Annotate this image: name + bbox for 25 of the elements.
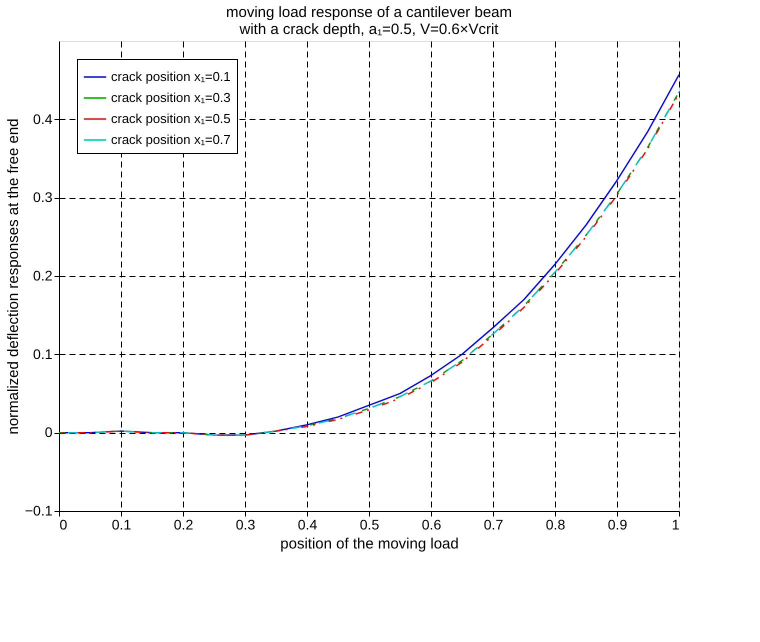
x-tick-label: 0.6 — [422, 516, 442, 532]
text: with a crack depth, a₁=0.5, V=0.6×Vcrit — [240, 21, 498, 38]
legend-label: crack position x₁=0.3 — [111, 90, 231, 105]
x-tick-label: 0.5 — [360, 516, 380, 532]
y-tick-label: 0.4 — [33, 110, 53, 127]
legend-label: crack position x₁=0.5 — [111, 111, 231, 126]
y-axis-title: normalized deflection responses at the free end — [4, 118, 22, 435]
x-tick-label: 0.2 — [174, 516, 194, 532]
y-tick-label: 0.1 — [33, 346, 53, 362]
legend-label: crack position x₁=0.1 — [111, 69, 231, 84]
legend-label: crack position x₁=0.7 — [111, 132, 231, 147]
x-tick-label: 0.3 — [236, 516, 256, 532]
x-tick-label: 0.7 — [484, 516, 504, 532]
x-tick-label: 0.1 — [112, 516, 132, 532]
x-tick-label: 1 — [672, 516, 680, 532]
y-tick-label: 0 — [44, 424, 53, 440]
x-tick-label: 0.8 — [546, 516, 566, 532]
x-tick-label: 0.4 — [298, 516, 318, 532]
y-tick-label: 0.2 — [33, 268, 53, 284]
y-tick-label: 0.3 — [33, 189, 53, 206]
y-tick-label: −0.1 — [24, 502, 53, 518]
text: moving load response of a cantilever beam — [226, 4, 512, 21]
x-tick-label: 0.9 — [608, 516, 628, 532]
x-axis-title: position of the moving load — [280, 536, 459, 552]
x-tick-label: 0 — [60, 516, 68, 532]
